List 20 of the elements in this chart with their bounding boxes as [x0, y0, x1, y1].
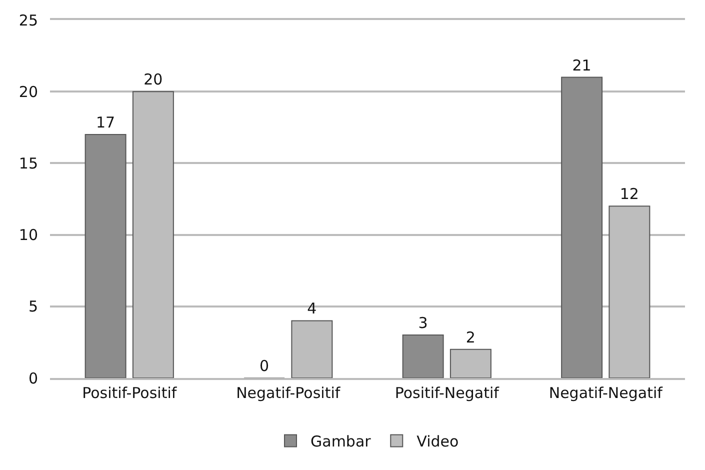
data-label: 3: [418, 314, 428, 332]
x-tick-label: Positif-Negatif: [394, 384, 500, 402]
x-tick-label: Negatif-Negatif: [548, 384, 664, 402]
y-tick-label: 20: [18, 82, 38, 101]
data-label: 2: [466, 328, 476, 346]
data-label: 12: [620, 185, 639, 204]
data-label: 20: [144, 70, 163, 89]
y-tick-label: 0: [28, 369, 38, 388]
y-tick-label: 5: [28, 298, 38, 316]
data-label: 4: [307, 300, 317, 318]
legend-label: Video: [416, 432, 459, 451]
x-tick-label: Negatif-Positif: [236, 384, 341, 402]
y-tick-label: 10: [18, 226, 38, 244]
y-tick-label: 15: [18, 154, 38, 172]
data-label: 17: [96, 114, 116, 132]
data-label: 0: [260, 357, 270, 375]
y-tick-label: 25: [18, 11, 38, 30]
data-label: 21: [572, 56, 592, 74]
x-tick-label: Positif-Positif: [82, 384, 178, 402]
legend-label: Gambar: [310, 432, 372, 451]
